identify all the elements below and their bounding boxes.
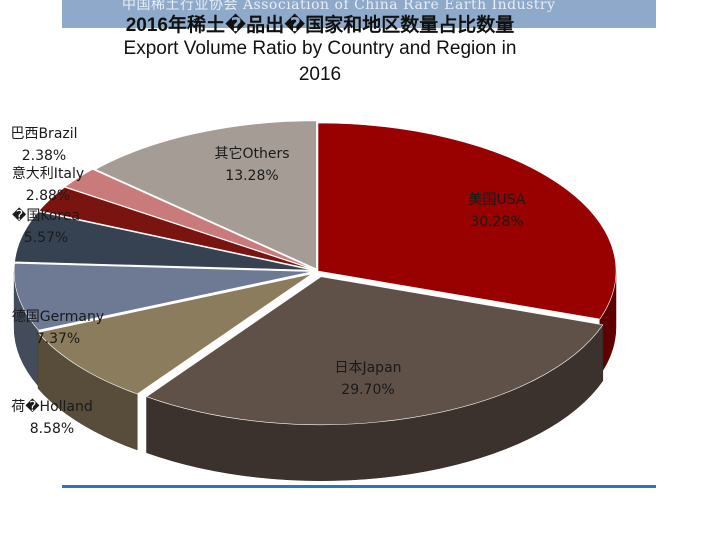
pie-slice-5 <box>38 186 313 270</box>
slice-value-label-5: 2.88% <box>26 188 70 204</box>
slice-value-label-2: 8.58% <box>30 421 74 437</box>
slice-name-label-2: 荷�Holland <box>11 398 93 415</box>
slice-value-label-4: 5.57% <box>24 230 68 246</box>
slice-name-label-1: 日本Japan <box>334 360 401 376</box>
pie-slice-0 <box>317 122 617 320</box>
slice-name-label-6: 巴西Brazil <box>10 126 77 142</box>
chart-title-english-line1: Export Volume Ratio by Country and Regio… <box>123 38 517 59</box>
pie-slice-4 <box>14 211 313 271</box>
pie-slice-6 <box>64 169 314 270</box>
pie-labels: 美国USA 30.28% 日本Japan 29.70% 荷�Holland 8.58% 德国… <box>10 126 525 437</box>
chart-title-chinese: 2016年稀土�品出�国家和地区数量占比数量 <box>125 15 515 36</box>
chart-title-english-line2: 2016 <box>298 64 342 85</box>
slice-name-label-0: 美国USA <box>469 192 526 208</box>
slice-name-label-5: 意大利Italy <box>12 165 84 182</box>
pie-slice-1 <box>145 276 604 426</box>
pie-slice-7 <box>94 120 317 270</box>
slice-name-label-3: 德国Germany <box>12 309 104 325</box>
slice-value-label-7: 13.28% <box>225 168 278 184</box>
slice-name-label-4: �国Korea <box>12 207 80 224</box>
header-banner: 中国稀土行业协会 Association of China Rare Earth… <box>62 0 656 28</box>
slice-name-label-7: 其它Others <box>214 145 289 162</box>
pie-slice-3 <box>13 262 313 331</box>
slice-value-label-6: 2.38% <box>22 148 66 164</box>
slice-value-label-0: 30.28% <box>470 214 523 230</box>
pie-slice-2 <box>37 273 312 395</box>
slice-value-label-1: 29.70% <box>341 382 394 398</box>
banner-text: 中国稀土行业协会 Association of China Rare Earth… <box>122 0 556 13</box>
pie-tops <box>13 120 617 426</box>
slice-value-label-3: 7.37% <box>36 331 80 347</box>
footer-rule <box>62 485 656 488</box>
